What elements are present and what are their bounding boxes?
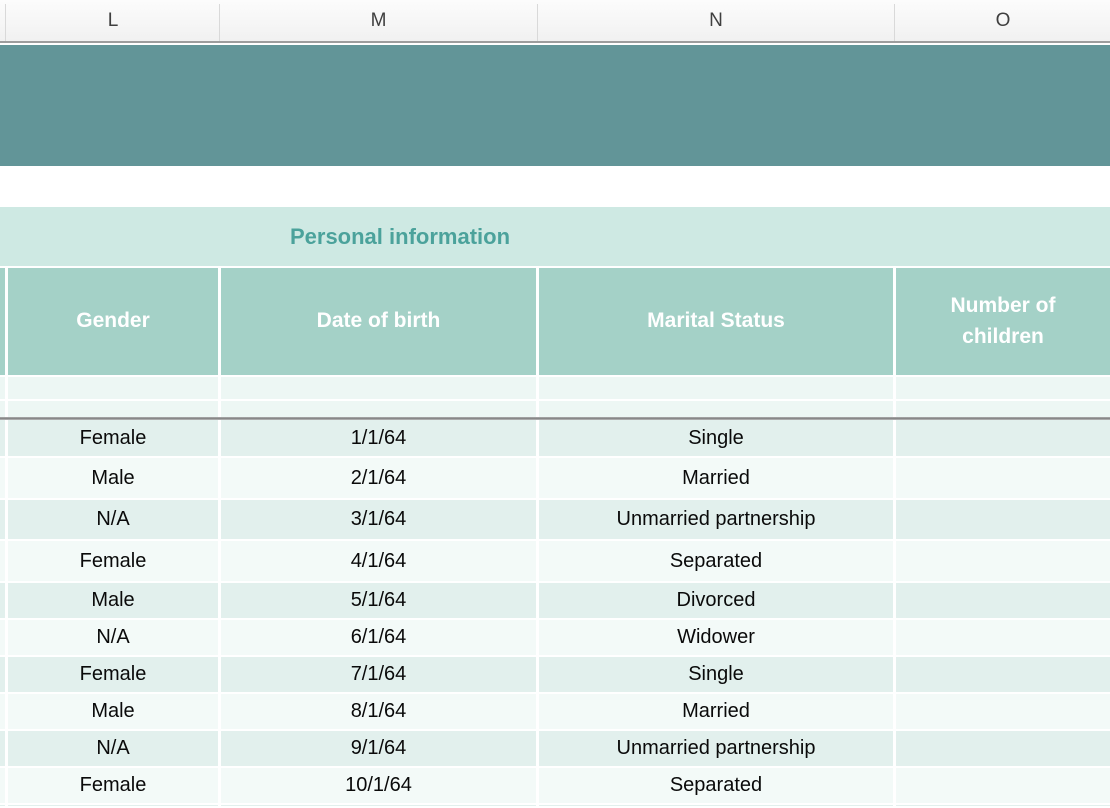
marital-status-cell[interactable]: Unmarried partnership	[539, 500, 893, 539]
spill-cell[interactable]	[0, 620, 5, 655]
gender-cell[interactable]: Female	[8, 420, 218, 456]
dob-cell[interactable]: 5/1/64	[221, 583, 536, 618]
children-cell[interactable]	[896, 694, 1110, 729]
children-cell[interactable]	[896, 768, 1110, 803]
table-row: N/A 3/1/64 Unmarried partnership	[0, 500, 1110, 541]
empty-cell[interactable]	[221, 401, 536, 417]
empty-cell[interactable]	[896, 377, 1110, 399]
empty-row	[0, 377, 1110, 399]
spill-cell	[0, 805, 5, 806]
gender-cell[interactable]: N/A	[8, 500, 218, 539]
column-divider[interactable]	[5, 4, 6, 41]
table-row: Female 7/1/64 Single	[0, 657, 1110, 694]
marital-status-cell[interactable]: Married	[539, 458, 893, 498]
dob-cell[interactable]: 2/1/64	[221, 458, 536, 498]
spill-cell[interactable]	[0, 731, 5, 766]
empty-cell[interactable]	[221, 377, 536, 399]
gender-cell[interactable]: Male	[8, 583, 218, 618]
header-gender[interactable]: Gender	[8, 268, 218, 375]
table-row: N/A 9/1/64 Unmarried partnership	[0, 731, 1110, 768]
children-cell[interactable]	[896, 620, 1110, 655]
empty-row	[0, 401, 1110, 417]
marital-status-cell[interactable]: Separated	[539, 541, 893, 581]
spill-cell[interactable]	[0, 541, 5, 581]
header-cell-spill[interactable]	[0, 268, 5, 375]
table-header-row: Gender Date of birth Marital Status Numb…	[0, 268, 1110, 375]
empty-cell[interactable]	[0, 377, 5, 399]
table-body: Female 1/1/64 Single Male 2/1/64 Married…	[0, 420, 1110, 808]
spill-cell[interactable]	[0, 657, 5, 692]
section-title: Personal information	[289, 223, 511, 249]
table-row: Male 8/1/64 Married	[0, 694, 1110, 731]
spill-cell[interactable]	[0, 694, 5, 729]
spill-cell[interactable]	[0, 458, 5, 498]
children-cell[interactable]	[896, 583, 1110, 618]
gender-cell	[8, 805, 218, 806]
spill-cell[interactable]	[0, 500, 5, 539]
header-date-of-birth[interactable]: Date of birth	[221, 268, 536, 375]
column-divider[interactable]	[537, 4, 538, 41]
column-letter-row: L M N O	[0, 0, 1110, 43]
marital-status-cell[interactable]: Unmarried partnership	[539, 731, 893, 766]
dob-cell[interactable]: 7/1/64	[221, 657, 536, 692]
children-cell[interactable]	[896, 420, 1110, 456]
column-divider[interactable]	[219, 4, 220, 41]
dob-cell[interactable]: 1/1/64	[221, 420, 536, 456]
column-header-M[interactable]: M	[370, 9, 387, 31]
empty-cell[interactable]	[539, 377, 893, 399]
children-cell[interactable]	[896, 731, 1110, 766]
column-header-O[interactable]: O	[995, 9, 1011, 31]
column-divider[interactable]	[894, 4, 895, 41]
dob-cell[interactable]: 6/1/64	[221, 620, 536, 655]
table-row: Female 4/1/64 Separated	[0, 541, 1110, 583]
dob-cell[interactable]: 8/1/64	[221, 694, 536, 729]
empty-cell[interactable]	[8, 401, 218, 417]
marital-status-cell[interactable]: Married	[539, 694, 893, 729]
marital-status-cell[interactable]: Widower	[539, 620, 893, 655]
table-row: N/A 6/1/64 Widower	[0, 620, 1110, 657]
dob-cell[interactable]: 9/1/64	[221, 731, 536, 766]
table-row: Female 10/1/64 Separated	[0, 768, 1110, 805]
table-row-partial	[0, 805, 1110, 808]
column-header-L[interactable]: L	[107, 9, 119, 31]
children-cell[interactable]	[896, 541, 1110, 581]
dob-cell[interactable]: 4/1/64	[221, 541, 536, 581]
spill-cell[interactable]	[0, 420, 5, 456]
dob-cell[interactable]: 10/1/64	[221, 768, 536, 803]
section-band[interactable]: Personal information	[0, 207, 1110, 266]
dob-cell[interactable]: 3/1/64	[221, 500, 536, 539]
spill-cell[interactable]	[0, 768, 5, 803]
marital-status-cell	[539, 805, 893, 806]
children-cell	[896, 805, 1110, 806]
column-header-N[interactable]: N	[709, 9, 723, 31]
children-cell[interactable]	[896, 500, 1110, 539]
empty-cell[interactable]	[539, 401, 893, 417]
spill-cell[interactable]	[0, 583, 5, 618]
table-row: Male 2/1/64 Married	[0, 458, 1110, 500]
header-marital-status[interactable]: Marital Status	[539, 268, 893, 375]
table-row: Female 1/1/64 Single	[0, 420, 1110, 458]
children-cell[interactable]	[896, 458, 1110, 498]
gender-cell[interactable]: Female	[8, 768, 218, 803]
gender-cell[interactable]: Male	[8, 694, 218, 729]
title-banner	[0, 45, 1110, 166]
empty-cell[interactable]	[8, 377, 218, 399]
freeze-pane-divider[interactable]	[0, 417, 1110, 420]
table-row: Male 5/1/64 Divorced	[0, 583, 1110, 620]
marital-status-cell[interactable]: Single	[539, 420, 893, 456]
gender-cell[interactable]: N/A	[8, 620, 218, 655]
empty-cell[interactable]	[0, 401, 5, 417]
gender-cell[interactable]: Female	[8, 657, 218, 692]
marital-status-cell[interactable]: Divorced	[539, 583, 893, 618]
gender-cell[interactable]: Female	[8, 541, 218, 581]
gender-cell[interactable]: Male	[8, 458, 218, 498]
children-cell[interactable]	[896, 657, 1110, 692]
marital-status-cell[interactable]: Separated	[539, 768, 893, 803]
gender-cell[interactable]: N/A	[8, 731, 218, 766]
header-number-of-children[interactable]: Number of children	[896, 268, 1110, 375]
dob-cell	[221, 805, 536, 806]
marital-status-cell[interactable]: Single	[539, 657, 893, 692]
empty-cell[interactable]	[896, 401, 1110, 417]
